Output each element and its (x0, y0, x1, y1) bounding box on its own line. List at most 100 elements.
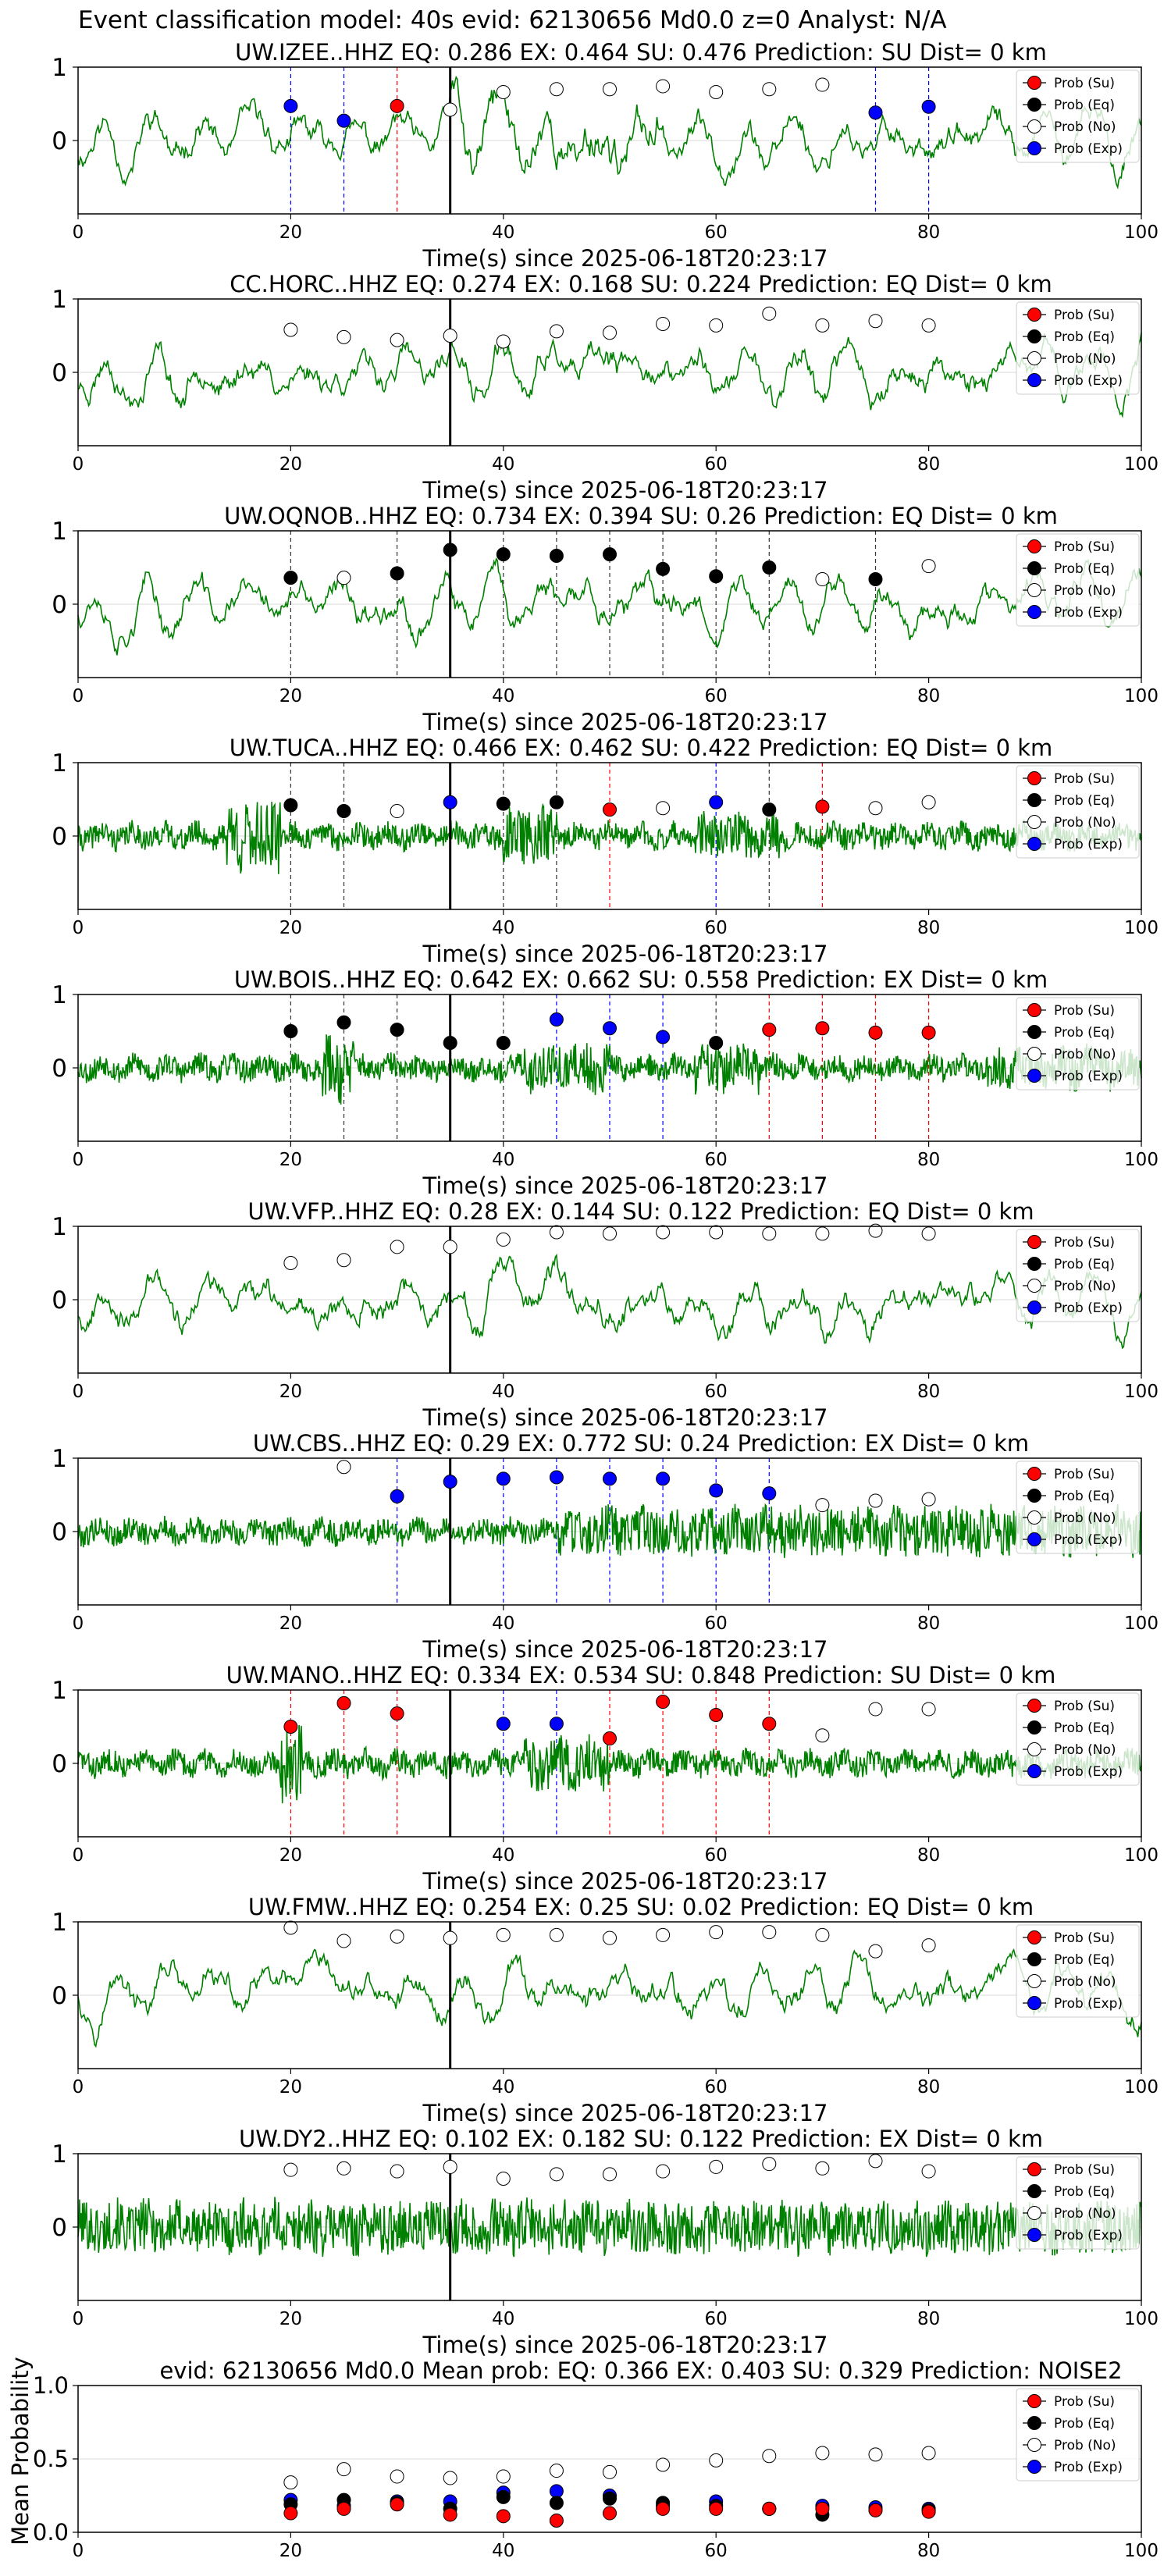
x-axis-label: Time(s) since 2025-06-18T20:23:17 (422, 2332, 828, 2358)
legend-marker-no (1027, 815, 1041, 829)
prob-point-no (921, 1938, 936, 1953)
legend-label: Prob (No) (1054, 583, 1116, 599)
x-tick-label: 20 (279, 686, 302, 706)
legend-label: Prob (Exp) (1054, 837, 1123, 852)
prob-point-no (815, 1226, 830, 1241)
axes-frame (77, 2153, 1142, 2301)
mean-prob-point-su (603, 2506, 617, 2521)
prob-point-exp (443, 1475, 457, 1489)
legend-label: Prob (Su) (1054, 1003, 1115, 1019)
waveform-trace (77, 75, 1142, 190)
legend-box (1016, 1461, 1140, 1554)
x-tick-label: 100 (1124, 1150, 1159, 1170)
legend-label: Prob (No) (1054, 119, 1116, 135)
prob-point-no (921, 559, 936, 574)
mean-prob-point-su (443, 2507, 457, 2522)
axes-frame (77, 994, 1142, 1142)
prob-point-no (336, 1934, 351, 1948)
legend-marker-no (1027, 1510, 1041, 1525)
panel-title: UW.BOIS..HHZ EQ: 0.642 EX: 0.662 SU: 0.5… (234, 966, 1048, 993)
prob-point-su (921, 1025, 936, 1040)
waveform-trace (77, 1503, 1142, 1558)
prob-point-exp (549, 1012, 564, 1026)
prob-point-no (656, 2164, 671, 2179)
legend-label: Prob (Eq) (1054, 1025, 1115, 1041)
legend-label: Prob (Su) (1054, 771, 1115, 787)
prob-point-eq (443, 1036, 457, 1051)
legend-box (1016, 2388, 1140, 2482)
prob-point-no (868, 314, 883, 329)
x-tick-label: 0 (73, 1382, 84, 1402)
legend-marker-eq (1027, 561, 1041, 575)
y-tick-label: 1 (52, 54, 67, 82)
x-tick-label: 100 (1124, 1845, 1159, 1866)
prob-point-no (868, 2154, 883, 2169)
waveform-trace (77, 1034, 1142, 1105)
mean-prob-point-no (549, 2464, 564, 2478)
prob-point-exp (656, 1471, 671, 1486)
mean-prob-point-eq (549, 2496, 564, 2510)
axes-frame (77, 1689, 1142, 1838)
legend-marker-exp (1027, 1996, 1041, 2010)
legend-label: Prob (Su) (1054, 2394, 1115, 2410)
x-tick-label: 20 (279, 1382, 302, 1402)
mean-prob-point-su (283, 2506, 298, 2521)
x-tick-label: 100 (1124, 918, 1159, 938)
prob-point-no (656, 79, 671, 94)
prob-point-no (921, 795, 936, 809)
prob-point-su (868, 1025, 883, 1040)
prob-point-exp (496, 1471, 511, 1486)
mean-prob-point-no (496, 2469, 511, 2484)
panel-5: UW.BOIS..HHZ EQ: 0.642 EX: 0.662 SU: 0.5… (52, 966, 1159, 1199)
prob-point-eq (549, 548, 564, 563)
legend-marker-su (1027, 308, 1041, 322)
legend-label: Prob (Su) (1054, 1930, 1115, 1946)
mean-prob-point-no (921, 2446, 936, 2460)
legend-label: Prob (Eq) (1054, 561, 1115, 577)
legend-marker-no (1027, 1974, 1041, 1988)
x-tick-label: 40 (492, 918, 514, 938)
prob-point-su (815, 1021, 830, 1036)
prob-point-eq (762, 802, 777, 817)
prob-point-no (390, 1929, 404, 1944)
legend-marker-exp (1027, 1069, 1041, 1083)
x-tick-label: 0 (73, 2077, 84, 2097)
prob-point-su (283, 1720, 298, 1734)
panel-11: evid: 62130656 Md0.0 Mean prob: EQ: 0.36… (7, 2357, 1159, 2561)
mean-prob-point-su (815, 2501, 830, 2516)
panel-10: UW.DY2..HHZ EQ: 0.102 EX: 0.182 SU: 0.12… (52, 2126, 1159, 2358)
prob-point-no (443, 102, 457, 117)
x-axis-label: Time(s) since 2025-06-18T20:23:17 (422, 709, 828, 735)
panel-title: CC.HORC..HHZ EQ: 0.274 EX: 0.168 SU: 0.2… (230, 271, 1052, 297)
prob-point-no (283, 1920, 298, 1935)
legend-label: Prob (Exp) (1054, 1532, 1123, 1548)
legend-label: Prob (Su) (1054, 76, 1115, 91)
x-tick-label: 40 (492, 2077, 514, 2097)
legend-box (1016, 1692, 1140, 1786)
prob-point-no (336, 1253, 351, 1268)
prob-point-exp (549, 1717, 564, 1731)
x-tick-label: 40 (492, 1382, 514, 1402)
legend-label: Prob (Exp) (1054, 2228, 1123, 2243)
x-tick-label: 60 (705, 454, 728, 475)
legend-marker-eq (1027, 2184, 1041, 2198)
x-tick-label: 40 (492, 222, 514, 243)
prob-point-su (603, 1731, 617, 1746)
legend-label: Prob (Su) (1054, 1467, 1115, 1482)
legend-label: Prob (No) (1054, 1742, 1116, 1758)
prob-point-exp (921, 99, 936, 114)
prob-point-no (815, 318, 830, 333)
prob-point-exp (603, 1021, 617, 1036)
prob-point-eq (496, 796, 511, 811)
waveform-trace (77, 1724, 1142, 1804)
y-tick-label: 0 (52, 1982, 67, 2010)
legend-marker-no (1027, 351, 1041, 365)
x-tick-label: 100 (1124, 2309, 1159, 2329)
prob-point-exp (709, 795, 724, 809)
x-tick-label: 20 (279, 222, 302, 243)
x-tick-label: 80 (917, 454, 940, 475)
x-axis-label: Time(s) since 2025-06-18T20:23:17 (422, 1636, 828, 1663)
prob-point-no (762, 306, 777, 321)
x-tick-label: 80 (917, 1614, 940, 1634)
prob-point-no (336, 2161, 351, 2176)
